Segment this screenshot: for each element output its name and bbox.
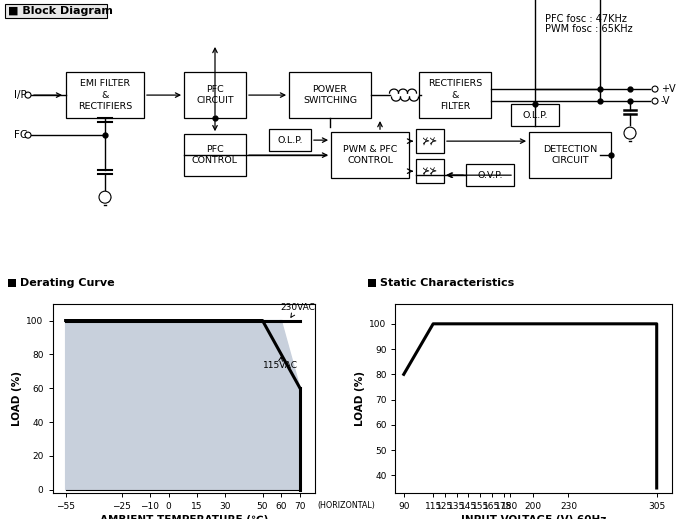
Bar (511, 104, 559, 126)
Text: I/P: I/P (14, 90, 27, 100)
Text: Static Characteristics: Static Characteristics (380, 278, 514, 288)
Circle shape (624, 127, 636, 139)
Text: PFC fosc : 47KHz: PFC fosc : 47KHz (545, 14, 627, 24)
Text: PWM fosc : 65KHz: PWM fosc : 65KHz (545, 24, 633, 34)
Polygon shape (66, 321, 300, 489)
Y-axis label: LOAD (%): LOAD (%) (355, 371, 365, 426)
Text: DETECTION
CIRCUIT: DETECTION CIRCUIT (543, 145, 597, 165)
Circle shape (652, 98, 658, 104)
X-axis label: INPUT VOLTAGE (V) 60Hz: INPUT VOLTAGE (V) 60Hz (461, 515, 606, 519)
Text: RECTIFIERS
&
FILTER: RECTIFIERS & FILTER (428, 79, 482, 111)
Text: (HORIZONTAL): (HORIZONTAL) (318, 501, 375, 510)
Text: 230VAC: 230VAC (280, 303, 315, 317)
Y-axis label: LOAD (%): LOAD (%) (12, 371, 22, 426)
Text: PFC
CONTROL: PFC CONTROL (192, 145, 238, 165)
Text: ■ Block Diagram: ■ Block Diagram (8, 6, 113, 16)
Bar (466, 164, 514, 186)
Text: EMI FILTER
&
RECTIFIERS: EMI FILTER & RECTIFIERS (78, 79, 132, 111)
Text: 115VAC: 115VAC (262, 357, 298, 370)
Circle shape (25, 92, 31, 98)
Text: POWER
SWITCHING: POWER SWITCHING (303, 85, 357, 105)
Text: Derating Curve: Derating Curve (20, 278, 115, 288)
Bar (184, 134, 246, 176)
Bar (419, 72, 491, 118)
Text: ⊁⊁: ⊁⊁ (422, 166, 438, 176)
Text: PFC
CIRCUIT: PFC CIRCUIT (196, 85, 234, 105)
Bar (66, 72, 144, 118)
Text: FG: FG (14, 130, 28, 140)
Bar (184, 72, 246, 118)
Text: O.L.P.: O.L.P. (522, 111, 547, 119)
Bar (8, 279, 16, 287)
Bar (416, 129, 444, 153)
Bar (5, 4, 107, 18)
X-axis label: AMBIENT TEMPERATURE (℃): AMBIENT TEMPERATURE (℃) (99, 515, 268, 519)
Bar (331, 132, 409, 178)
Bar (416, 159, 444, 183)
Text: -V: -V (661, 96, 671, 106)
Bar (289, 72, 371, 118)
Text: O.L.P.: O.L.P. (277, 135, 302, 145)
Text: O.V.P.: O.V.P. (477, 171, 503, 180)
Circle shape (25, 132, 31, 138)
Circle shape (99, 191, 111, 203)
Bar (368, 279, 376, 287)
Text: ⊁⊁: ⊁⊁ (422, 136, 438, 146)
Circle shape (652, 86, 658, 92)
Bar (529, 132, 611, 178)
Text: PWM & PFC
CONTROL: PWM & PFC CONTROL (343, 145, 397, 165)
Bar (269, 129, 311, 151)
Text: +V: +V (661, 84, 676, 94)
